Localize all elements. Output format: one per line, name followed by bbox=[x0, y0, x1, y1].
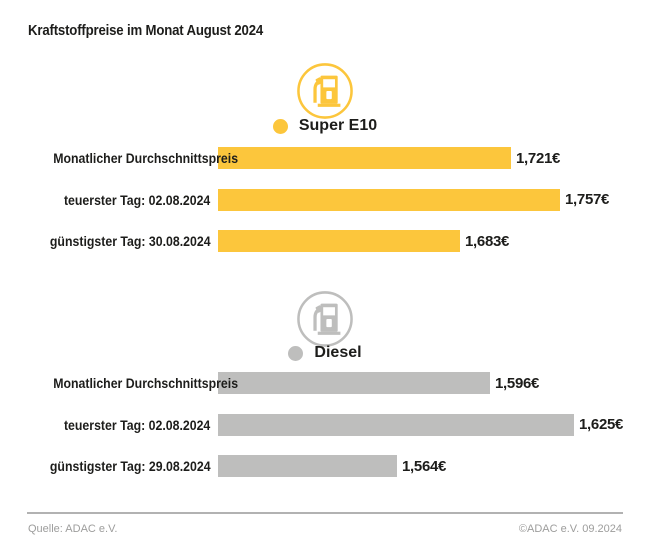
diesel-fuel-pump-icon bbox=[296, 290, 354, 348]
bar-row-super-avg: Monatlicher Durchschnittspreis 1,721€ bbox=[28, 147, 609, 169]
footer-divider bbox=[27, 512, 623, 514]
bar-row-diesel-avg: Monatlicher Durchschnittspreis 1,596€ bbox=[28, 372, 623, 394]
bar-value: 1,596€ bbox=[495, 374, 540, 392]
bar-value: 1,564€ bbox=[402, 457, 447, 475]
bar-label: Monatlicher Durchschnittspreis bbox=[53, 375, 239, 391]
bar-label: teuerster Tag: 02.08.2024 bbox=[63, 191, 210, 208]
source-note: Quelle: ADAC e.V. bbox=[28, 523, 118, 535]
bar-value: 1,757€ bbox=[565, 191, 610, 208]
super-e10-bar-group: Monatlicher Durchschnittspreis 1,721€ te… bbox=[28, 147, 609, 272]
bar-label: günstigster Tag: 29.08.2024 bbox=[49, 458, 211, 474]
page-title: Kraftstoffpreise im Monat August 2024 bbox=[28, 22, 295, 39]
bar-diesel-avg bbox=[218, 372, 490, 394]
bar-value: 1,683€ bbox=[465, 232, 510, 250]
super-e10-dot-icon bbox=[272, 118, 288, 134]
legend-super-e10: Super E10 bbox=[0, 117, 650, 135]
bar-row-super-min: günstigster Tag: 30.08.2024 1,683€ bbox=[28, 230, 609, 252]
legend-diesel: Diesel bbox=[0, 344, 650, 362]
bar-super-avg bbox=[218, 147, 511, 169]
super-e10-fuel-pump-icon bbox=[296, 62, 354, 120]
bar-value: 1,625€ bbox=[579, 416, 624, 433]
bar-row-diesel-min: günstigster Tag: 29.08.2024 1,564€ bbox=[28, 455, 623, 477]
bar-row-super-max: teuerster Tag: 02.08.2024 1,757€ bbox=[28, 188, 610, 211]
bar-label: teuerster Tag: 02.08.2024 bbox=[63, 416, 210, 433]
bar-diesel-min bbox=[218, 455, 397, 477]
legend-super-e10-label: Super E10 bbox=[298, 117, 378, 134]
diesel-dot-icon bbox=[288, 345, 304, 361]
bar-super-max bbox=[218, 188, 560, 211]
diesel-bar-group: Monatlicher Durchschnittspreis 1,596€ te… bbox=[28, 372, 623, 497]
bar-row-diesel-max: teuerster Tag: 02.08.2024 1,625€ bbox=[28, 413, 624, 436]
legend-diesel-label: Diesel bbox=[314, 344, 362, 361]
bar-label: Monatlicher Durchschnittspreis bbox=[53, 150, 239, 166]
bar-super-min bbox=[218, 230, 460, 252]
copyright-note: ©ADAC e.V. 09.2024 bbox=[518, 523, 622, 535]
bar-value: 1,721€ bbox=[516, 149, 561, 167]
page-title-text: Kraftstoffpreise im Monat August 2024 bbox=[28, 22, 264, 39]
bar-label: günstigster Tag: 30.08.2024 bbox=[49, 233, 211, 249]
bar-diesel-max bbox=[218, 413, 574, 436]
